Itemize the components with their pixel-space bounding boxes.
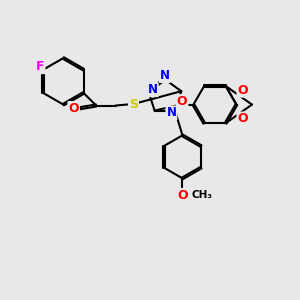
Text: N: N xyxy=(167,106,176,119)
Text: O: O xyxy=(177,189,188,202)
Text: N: N xyxy=(160,69,170,82)
Text: O: O xyxy=(237,112,248,125)
Text: O: O xyxy=(177,95,188,108)
Text: F: F xyxy=(36,60,44,73)
Text: O: O xyxy=(68,102,79,115)
Text: N: N xyxy=(148,83,158,96)
Text: S: S xyxy=(129,98,138,110)
Text: O: O xyxy=(237,84,248,97)
Text: CH₃: CH₃ xyxy=(192,190,213,200)
